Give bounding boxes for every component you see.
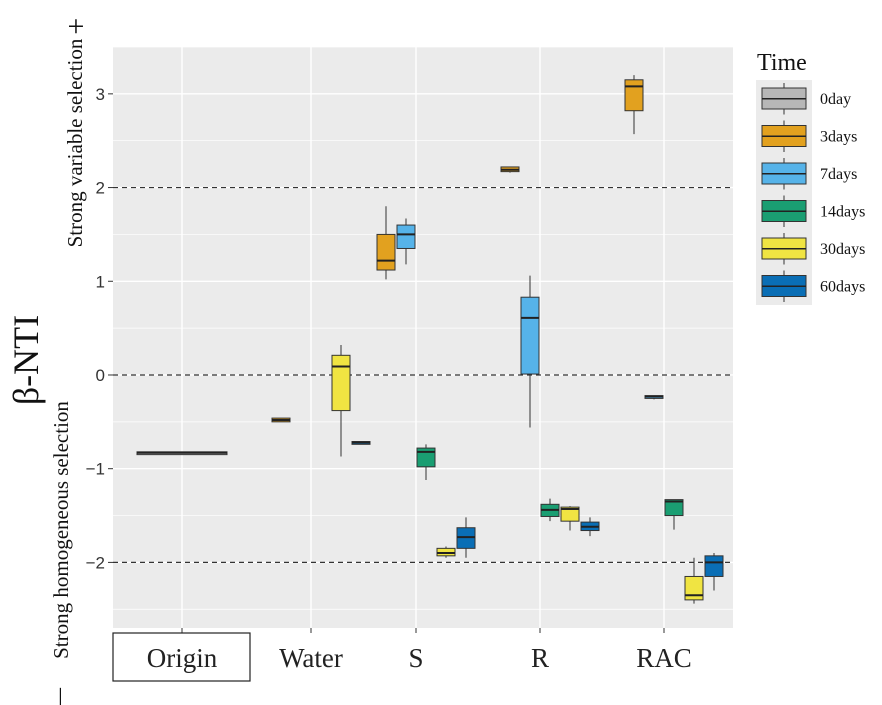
box-7days-RAC	[644, 395, 664, 400]
y-tick-label: 3	[96, 85, 105, 104]
box-7days-S	[396, 218, 416, 265]
box-30days-Water	[331, 344, 351, 457]
box-3days-Water	[271, 417, 291, 423]
box-30days-S	[436, 546, 456, 558]
box-14days-S	[416, 444, 436, 480]
legend: Time 0day 3days 7days 14days 30days 60days	[756, 50, 865, 305]
legend-label: 30days	[820, 241, 865, 258]
x-axis: Origin Water S R RAC	[147, 628, 692, 673]
box-body	[396, 224, 416, 249]
box-body	[376, 233, 396, 271]
x-tick-label: Water	[279, 643, 343, 673]
box-body	[624, 79, 644, 112]
box-30days-RAC	[684, 557, 704, 604]
legend-title: Time	[757, 50, 807, 76]
box-60days-S	[456, 517, 476, 558]
box-0day-Origin	[136, 451, 228, 456]
legend-item-7days: 7days	[756, 155, 857, 193]
y-axis: −2 −1 0 1 2 3	[86, 85, 113, 572]
legend-label: 0day	[820, 91, 851, 108]
box-3days-R	[500, 166, 520, 173]
lower-annotation: Strong homogeneous selection	[49, 401, 73, 659]
box-14days-R	[540, 498, 560, 522]
box-body	[684, 575, 704, 601]
box-30days-R	[560, 506, 580, 531]
box-body	[520, 296, 540, 375]
plot-panel	[113, 47, 733, 628]
legend-label: 7days	[820, 166, 857, 183]
box-body	[560, 506, 580, 522]
box-60days-RAC	[704, 553, 724, 591]
y-tick-label: 1	[96, 272, 105, 291]
boxes	[136, 75, 724, 604]
legend-label: 14days	[820, 204, 865, 221]
origin-label-frame	[112, 632, 251, 682]
box-3days-S	[376, 206, 396, 280]
box-7days-R	[520, 275, 540, 428]
y-tick-label: 0	[96, 366, 105, 385]
x-tick-label: R	[531, 643, 549, 673]
box-3days-RAC	[624, 75, 644, 135]
plus-sign: +	[68, 10, 85, 43]
reference-lines	[113, 186, 733, 564]
legend-item-30days: 30days	[756, 230, 865, 268]
legend-item-0day: 0day	[756, 80, 851, 118]
minus-sign: —	[46, 687, 72, 705]
box-body	[331, 354, 351, 412]
legend-label: 60days	[820, 279, 865, 296]
legend-item-60days: 60days	[756, 267, 865, 305]
box-14days-RAC	[664, 499, 684, 530]
box-body	[704, 555, 724, 577]
x-tick-label: Origin	[147, 643, 218, 673]
legend-item-14days: 14days	[756, 192, 865, 230]
upper-annotation: Strong variable selection	[63, 38, 87, 247]
x-tick-label: RAC	[636, 643, 692, 673]
legend-item-3days: 3days	[756, 117, 857, 155]
box-60days-Water	[351, 441, 371, 445]
y-tick-label: 2	[96, 179, 105, 198]
box-60days-R	[580, 517, 600, 537]
box-body	[664, 499, 684, 517]
legend-label: 3days	[820, 129, 857, 146]
y-tick-label: −1	[86, 460, 105, 479]
x-tick-label: S	[408, 643, 423, 673]
y-tick-label: −2	[86, 553, 105, 572]
y-axis-title: β-NTI	[6, 315, 46, 405]
